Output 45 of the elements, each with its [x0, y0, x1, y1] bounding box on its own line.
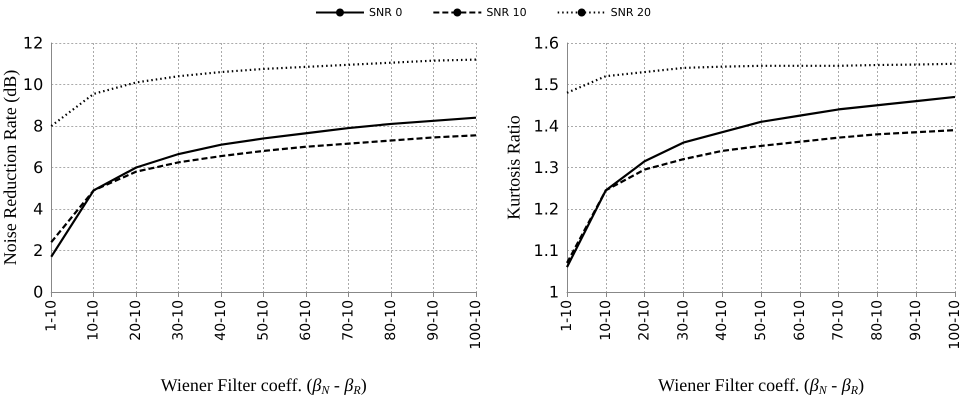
y-tick-label: 0	[33, 282, 44, 302]
y-tick-label: 1.6	[534, 34, 559, 52]
x-tick-label: 50-10	[256, 300, 272, 341]
x-tick-label: 60-10	[792, 300, 808, 341]
x-tick-label: 20-10	[128, 300, 144, 341]
y-tick-label: 1.1	[534, 241, 559, 260]
x-tick-label: 10-10	[86, 300, 102, 341]
legend-label: SNR 20	[610, 6, 652, 19]
line-series	[50, 116, 478, 258]
line-series	[566, 62, 956, 94]
y-tick-label: 8	[33, 116, 44, 136]
x-tick-label: 100-10	[947, 300, 963, 350]
x-tick-label: 90-10	[426, 300, 442, 341]
y-tick-label: 10	[22, 75, 44, 94]
y-tick-label: 4	[33, 200, 44, 218]
legend-label: SNR 0	[368, 6, 402, 19]
x-tick-label: 30-10	[170, 300, 187, 341]
y-tick-label: 12	[22, 34, 44, 52]
line-series	[50, 58, 478, 128]
x-tick-label: 30-10	[675, 300, 692, 341]
y-tick-label: 6	[33, 158, 44, 177]
x-tick-label: 1-10	[559, 300, 575, 332]
x-tick-label: 90-10	[908, 300, 924, 341]
y-tick-label: 1.4	[534, 116, 559, 136]
y-axis-title: Noise Reduction Rate (dB)	[0, 70, 20, 266]
y-axis-title: Kurtosis Ratio	[504, 115, 524, 220]
y-tick-label: 1.2	[534, 200, 559, 218]
x-tick-label: 80-10	[383, 300, 400, 341]
y-tick-label: 2	[33, 241, 44, 260]
x-tick-label: 70-10	[830, 300, 847, 341]
x-tick-label: 60-10	[298, 300, 314, 341]
x-tick-label: 10-10	[598, 300, 614, 341]
y-tick-label: 1	[548, 282, 559, 302]
x-tick-label: 20-10	[636, 300, 653, 341]
y-tick-label: 1.3	[534, 158, 559, 177]
line-series	[566, 96, 956, 268]
x-tick-label: 50-10	[753, 300, 769, 341]
x-tick-label: 40-10	[213, 300, 230, 341]
x-tick-label: 70-10	[340, 300, 357, 341]
x-tick-label: 40-10	[714, 300, 730, 341]
y-tick-label: 1.5	[534, 75, 559, 94]
x-tick-label: 100-10	[468, 300, 484, 350]
x-tick-label: 1-10	[43, 300, 60, 332]
legend-label: SNR 10	[486, 6, 527, 19]
x-tick-label: 80-10	[869, 300, 886, 341]
